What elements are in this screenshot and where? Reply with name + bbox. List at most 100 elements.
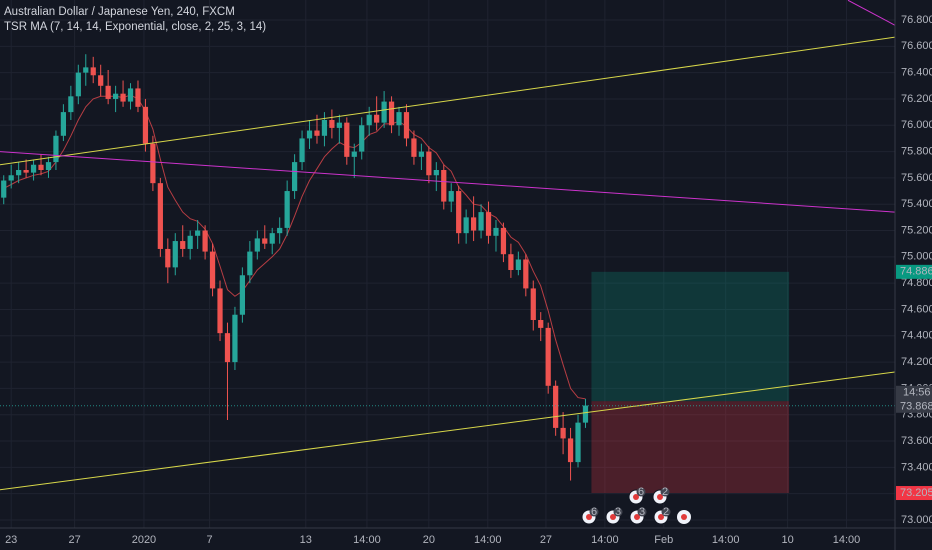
y-tick-label: 76.400 xyxy=(901,67,932,79)
y-tick-label: 76.800 xyxy=(901,14,932,26)
candle-body xyxy=(553,385,559,428)
event-dot xyxy=(634,514,640,520)
candle-body xyxy=(142,106,149,144)
loss-zone xyxy=(591,401,790,494)
trend-line xyxy=(847,0,896,26)
x-tick-label: 23 xyxy=(5,534,17,546)
candle-body xyxy=(381,101,387,123)
trend-line xyxy=(0,36,896,166)
candle-body xyxy=(105,85,111,99)
candle-body xyxy=(53,135,59,163)
trend-line xyxy=(0,151,896,213)
candle-body xyxy=(195,230,201,236)
x-tick-label: 13 xyxy=(300,534,312,546)
candle-body xyxy=(262,238,268,244)
event-dot xyxy=(657,494,663,500)
candle-body xyxy=(83,67,89,73)
candle-body xyxy=(224,333,231,363)
y-tick-label: 76.000 xyxy=(901,119,932,131)
candle-body xyxy=(515,259,521,270)
x-tick-label: 2020 xyxy=(132,534,156,546)
target-label-bg xyxy=(896,264,932,279)
candle-body xyxy=(45,162,52,170)
profit-zone xyxy=(591,271,790,402)
candle-body xyxy=(485,212,492,236)
x-tick-label: 7 xyxy=(207,534,213,546)
target-label: 74.886 xyxy=(900,266,932,278)
candle-body xyxy=(575,422,581,463)
y-tick-label: 73.000 xyxy=(901,514,932,526)
y-tick-label: 74.600 xyxy=(901,303,932,315)
candle-body xyxy=(98,75,104,86)
candle-body xyxy=(284,191,290,228)
candle-body xyxy=(426,151,432,176)
x-tick-label: 14:00 xyxy=(353,534,381,546)
candle-body xyxy=(60,112,67,136)
candle-body xyxy=(567,438,574,463)
candle-body xyxy=(30,164,37,173)
event-count: 2 xyxy=(663,506,669,518)
candle-body xyxy=(418,151,425,157)
candle-body xyxy=(1,180,7,198)
x-tick-label: 10 xyxy=(781,534,793,546)
event-count: 6 xyxy=(591,506,597,518)
y-tick-label: 76.200 xyxy=(901,93,932,105)
countdown-label: 14:56 xyxy=(903,387,931,399)
candle-body xyxy=(239,275,246,315)
candle-body xyxy=(470,217,477,231)
candle-body xyxy=(306,130,313,139)
candle-body xyxy=(68,96,74,113)
candle-body xyxy=(254,238,260,252)
candle-body xyxy=(23,170,29,173)
plot: 6 2 6 3 3 2 xyxy=(0,0,896,525)
candle-body xyxy=(38,164,44,170)
candle-body xyxy=(582,405,589,423)
candle-body xyxy=(202,230,208,252)
trend-line xyxy=(0,371,896,491)
candle-body xyxy=(448,191,454,202)
x-tick-label: 14:00 xyxy=(591,534,619,546)
event-badge xyxy=(613,507,623,517)
candle-body xyxy=(180,241,186,249)
y-tick-label: 75.400 xyxy=(901,198,932,210)
axes: 73.00073.20073.40073.60073.80074.00074.2… xyxy=(5,14,932,546)
y-tick-label: 74.200 xyxy=(901,356,932,368)
y-tick-label: 73.600 xyxy=(901,435,932,447)
y-tick-label: 74.800 xyxy=(901,277,932,289)
x-tick-label: 27 xyxy=(540,534,552,546)
candle-body xyxy=(463,217,469,234)
y-tick-label: 73.400 xyxy=(901,461,932,473)
candle-body xyxy=(388,101,395,126)
candle-body xyxy=(396,112,402,126)
candle-body xyxy=(90,67,96,76)
candle-body xyxy=(217,288,223,334)
event-badge xyxy=(660,487,670,497)
event-count: 3 xyxy=(615,506,621,518)
last-price-bg xyxy=(896,385,932,413)
candle-body xyxy=(560,427,566,439)
candle-body xyxy=(403,112,410,139)
candle-body xyxy=(530,288,536,320)
event-badge xyxy=(661,507,671,517)
stop-label-bg xyxy=(896,486,932,501)
y-tick-label: 75.200 xyxy=(901,224,932,236)
candle-body xyxy=(75,72,81,97)
candle-body xyxy=(172,241,178,268)
chart-title: Australian Dollar / Japanese Yen, 240, F… xyxy=(4,6,235,18)
event-count: 3 xyxy=(639,506,645,518)
candle-body xyxy=(493,227,499,236)
event-dot xyxy=(658,514,664,520)
candle-body xyxy=(366,114,372,126)
candle-body xyxy=(16,170,22,176)
x-tick-label: 14:00 xyxy=(712,534,740,546)
x-tick-label: 27 xyxy=(68,534,80,546)
candle-body xyxy=(232,314,238,363)
y-tick-label: 75.800 xyxy=(901,145,932,157)
candle-body xyxy=(150,143,156,184)
candle-body xyxy=(135,88,141,107)
candle-body xyxy=(112,93,119,99)
event-badge xyxy=(589,507,599,517)
candle-body xyxy=(209,251,216,289)
